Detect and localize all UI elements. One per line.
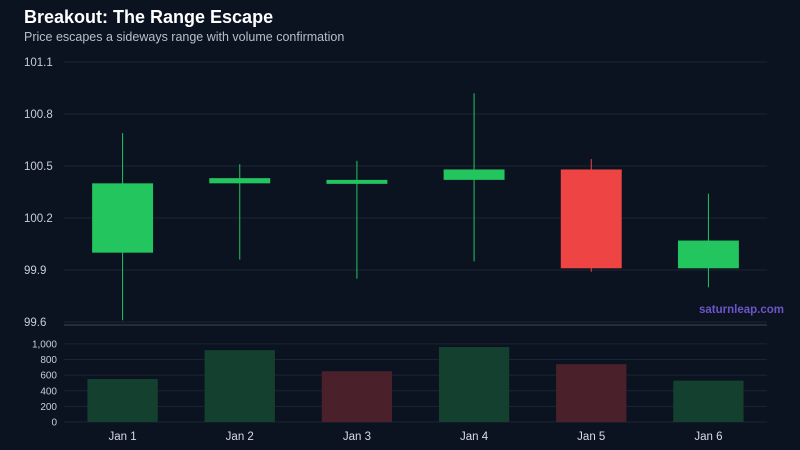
price-tick-label: 100.2	[24, 213, 53, 225]
chart-subtitle: Price escapes a sideways range with volu…	[24, 30, 345, 44]
x-tick-label: Jan 5	[577, 431, 605, 443]
candle-body	[209, 178, 271, 184]
x-tick-label: Jan 1	[109, 431, 137, 443]
price-tick-label: 99.6	[24, 317, 46, 329]
volume-bar	[438, 347, 510, 422]
volume-bar	[87, 379, 158, 422]
volume-tick-label: 800	[40, 355, 57, 366]
x-tick-label: Jan 4	[460, 431, 489, 443]
price-tick-label: 101.1	[24, 57, 53, 69]
candle-body	[677, 240, 739, 269]
x-tick-label: Jan 6	[694, 431, 722, 443]
x-tick-label: Jan 3	[343, 431, 371, 443]
volume-bar	[321, 371, 393, 422]
volume-tick-label: 600	[40, 371, 57, 382]
volume-tick-label: 200	[40, 402, 57, 413]
candle-body	[560, 169, 622, 269]
volume-bar	[673, 380, 744, 422]
volume-bar	[204, 350, 275, 422]
volume-bar	[556, 364, 627, 422]
candle-body	[443, 169, 505, 180]
candle-body	[92, 183, 154, 253]
price-tick-label: 99.9	[24, 265, 46, 277]
x-tick-label: Jan 2	[226, 431, 254, 443]
volume-tick-label: 0	[51, 418, 57, 429]
chart-title: Breakout: The Range Escape	[24, 7, 274, 27]
volume-tick-label: 1,000	[32, 339, 57, 350]
volume-tick-label: 400	[40, 386, 57, 397]
watermark: saturnleap.com	[699, 304, 784, 316]
price-tick-label: 100.8	[24, 109, 53, 121]
price-tick-label: 100.5	[24, 161, 53, 173]
candle-body	[326, 179, 388, 184]
